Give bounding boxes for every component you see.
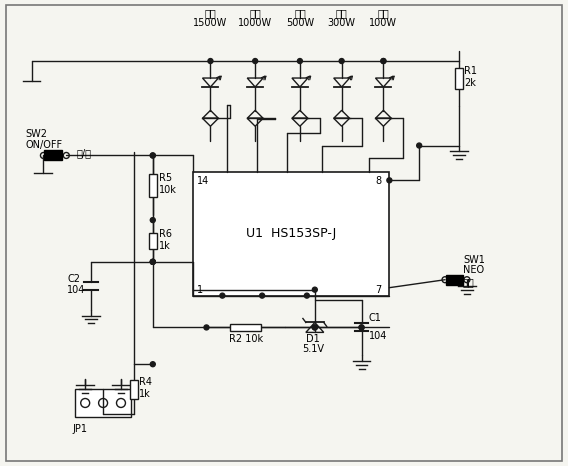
Text: ON/OFF: ON/OFF xyxy=(26,139,62,150)
Text: 14: 14 xyxy=(197,176,209,186)
Text: NEO: NEO xyxy=(463,265,484,275)
Circle shape xyxy=(381,59,386,63)
Text: 开/关: 开/关 xyxy=(76,149,91,158)
Text: 1k: 1k xyxy=(139,389,151,399)
Circle shape xyxy=(339,59,344,63)
Circle shape xyxy=(260,293,265,298)
Text: 10k: 10k xyxy=(158,185,177,195)
Circle shape xyxy=(304,293,310,298)
Circle shape xyxy=(298,59,302,63)
Text: 104: 104 xyxy=(67,285,86,295)
Text: 7: 7 xyxy=(375,285,382,295)
Text: U1  HS153SP-J: U1 HS153SP-J xyxy=(246,227,336,240)
Bar xyxy=(149,233,157,249)
Bar xyxy=(193,172,390,295)
Circle shape xyxy=(220,293,225,298)
Circle shape xyxy=(151,362,155,367)
Text: C2: C2 xyxy=(67,274,80,284)
Circle shape xyxy=(151,260,155,264)
Circle shape xyxy=(312,287,318,292)
Circle shape xyxy=(208,59,213,63)
Text: 2k: 2k xyxy=(464,78,476,89)
Text: 蘸煮: 蘸煮 xyxy=(294,8,306,18)
Bar xyxy=(44,151,62,160)
Circle shape xyxy=(253,59,258,63)
Circle shape xyxy=(151,260,155,264)
Bar xyxy=(130,380,138,398)
Circle shape xyxy=(312,325,318,330)
Text: 104: 104 xyxy=(369,331,387,342)
Text: 煌炒: 煌炒 xyxy=(204,8,216,18)
Circle shape xyxy=(417,143,421,148)
Text: 1500W: 1500W xyxy=(193,18,228,28)
Circle shape xyxy=(204,325,209,330)
Circle shape xyxy=(151,153,155,158)
Circle shape xyxy=(359,325,364,330)
Text: D1: D1 xyxy=(306,335,320,344)
Circle shape xyxy=(387,178,392,183)
Bar xyxy=(455,68,463,89)
Text: 100W: 100W xyxy=(369,18,398,28)
Bar xyxy=(75,389,131,417)
Text: 火锅: 火锅 xyxy=(249,8,261,18)
Text: 300W: 300W xyxy=(328,18,356,28)
Circle shape xyxy=(312,325,318,330)
Text: 热奶: 热奶 xyxy=(378,8,389,18)
Text: JP1: JP1 xyxy=(72,424,87,434)
Text: 8: 8 xyxy=(375,176,382,186)
Text: 1000W: 1000W xyxy=(238,18,272,28)
Text: 1k: 1k xyxy=(158,241,170,251)
Text: 功能: 功能 xyxy=(463,277,475,287)
Bar xyxy=(230,324,261,331)
Circle shape xyxy=(359,325,364,330)
Text: 慢炎: 慢炎 xyxy=(336,8,348,18)
Text: R5: R5 xyxy=(158,173,172,183)
Circle shape xyxy=(151,153,155,158)
Circle shape xyxy=(151,218,155,223)
Text: R6: R6 xyxy=(158,229,172,239)
Bar xyxy=(149,174,157,197)
Text: 500W: 500W xyxy=(286,18,314,28)
Text: SW1: SW1 xyxy=(463,255,485,265)
Text: R1: R1 xyxy=(464,67,477,76)
Text: 1: 1 xyxy=(197,285,203,295)
Text: C1: C1 xyxy=(369,314,381,323)
Bar xyxy=(446,275,463,285)
Text: SW2: SW2 xyxy=(26,129,48,138)
Text: 5.1V: 5.1V xyxy=(302,344,324,354)
Text: R4: R4 xyxy=(139,377,152,387)
Circle shape xyxy=(381,59,386,63)
Circle shape xyxy=(151,260,155,264)
Text: R2 10k: R2 10k xyxy=(229,335,263,344)
